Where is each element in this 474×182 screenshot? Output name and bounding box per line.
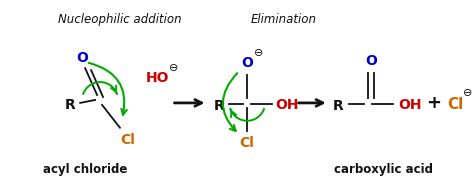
Text: Cl: Cl: [448, 97, 464, 112]
Text: R: R: [333, 99, 344, 113]
Text: Cl: Cl: [240, 136, 255, 150]
Text: acyl chloride: acyl chloride: [43, 163, 128, 176]
Text: ⊖: ⊖: [463, 88, 473, 98]
Text: HO: HO: [146, 71, 169, 85]
Text: +: +: [427, 94, 441, 112]
Text: ⊖: ⊖: [255, 48, 264, 58]
Text: O: O: [76, 51, 88, 65]
Text: OH: OH: [398, 98, 422, 112]
Text: O: O: [241, 56, 253, 70]
Text: Nucleophilic addition: Nucleophilic addition: [58, 13, 182, 26]
Text: O: O: [365, 54, 377, 68]
Text: Cl: Cl: [120, 133, 136, 147]
Text: R: R: [65, 98, 76, 112]
Text: R: R: [214, 99, 225, 113]
Text: carboxylic acid: carboxylic acid: [334, 163, 433, 176]
Text: ⊖: ⊖: [169, 63, 178, 73]
Text: Elimination: Elimination: [251, 13, 317, 26]
Text: OH: OH: [275, 98, 299, 112]
